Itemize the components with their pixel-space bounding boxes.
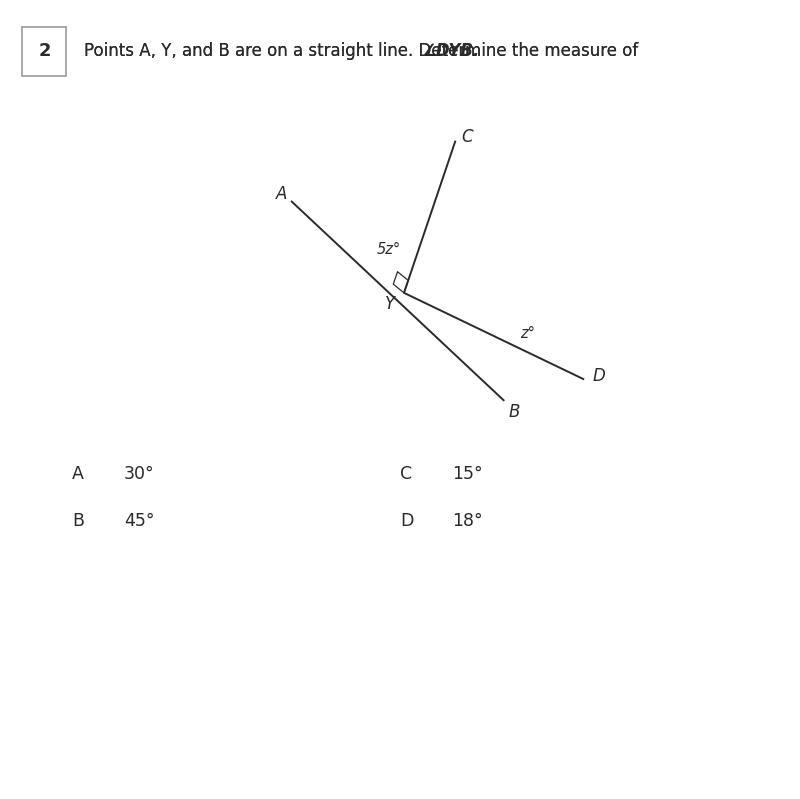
Text: 15°: 15° [452,465,482,483]
Text: B: B [509,403,520,421]
Text: 5z°: 5z° [376,241,401,256]
Text: 45°: 45° [124,511,154,530]
Text: Points A, Y, and B are on a straight line. Determine the measure of ∠DYB.: Points A, Y, and B are on a straight lin… [84,42,697,61]
Text: A: A [72,465,84,483]
Text: C: C [400,465,412,483]
Text: A: A [276,185,287,203]
Text: C: C [461,128,473,146]
Text: z°: z° [521,326,535,341]
Text: B: B [72,511,84,530]
Text: Y: Y [385,295,394,312]
Text: 18°: 18° [452,511,482,530]
FancyBboxPatch shape [22,26,66,76]
Text: Points A, Y, and B are on a straight line. Determine the measure of: Points A, Y, and B are on a straight lin… [84,42,643,61]
Text: 30°: 30° [124,465,154,483]
Text: D: D [400,511,414,530]
Text: Points A, Y, and B are on a straight line. Determine the measure of: Points A, Y, and B are on a straight lin… [84,42,643,61]
Text: 2: 2 [38,42,50,61]
Text: ∠DYB.: ∠DYB. [422,42,480,61]
Text: D: D [592,367,605,385]
